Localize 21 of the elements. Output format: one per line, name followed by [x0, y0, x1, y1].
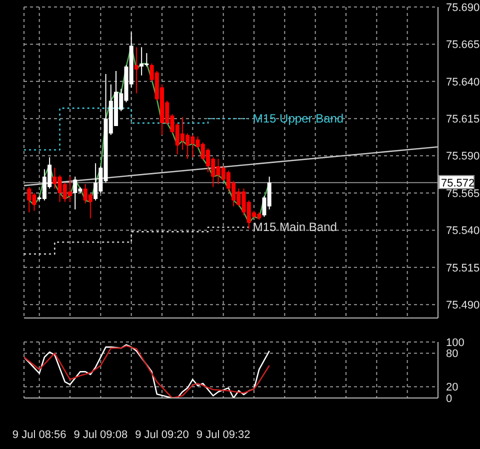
y-tick-label: 75.690	[446, 2, 480, 14]
x-tick-label: 9 Jul 09:20	[135, 428, 189, 441]
y-tick-label: 0	[446, 392, 452, 405]
y-tick-label: 75.615	[446, 114, 480, 126]
y-tick-label: 75.540	[446, 225, 480, 238]
y-tick-label: 75.515	[446, 262, 480, 274]
ref-line-label: 75.572	[441, 178, 475, 190]
x-tick-label: 9 Jul 08:56	[12, 428, 66, 441]
x-tick-label: 9 Jul 09:08	[74, 428, 128, 441]
x-tick-label: 9 Jul 09:32	[196, 428, 250, 441]
y-tick-label: 75.640	[446, 76, 480, 88]
series-label: M15 Main Band	[252, 220, 337, 234]
y-tick-label: 75.665	[446, 39, 480, 52]
y-tick-label: 100	[446, 336, 464, 349]
y-tick-label: 75.590	[446, 150, 480, 163]
y-tick-label: 20	[446, 382, 458, 394]
y-tick-label: 75.490	[446, 300, 480, 312]
candlestick	[134, 46, 138, 94]
y-tick-label: 80	[446, 348, 458, 360]
y-tick-label: 75.565	[446, 188, 480, 200]
series-label: M15 Upper Band	[252, 112, 344, 126]
